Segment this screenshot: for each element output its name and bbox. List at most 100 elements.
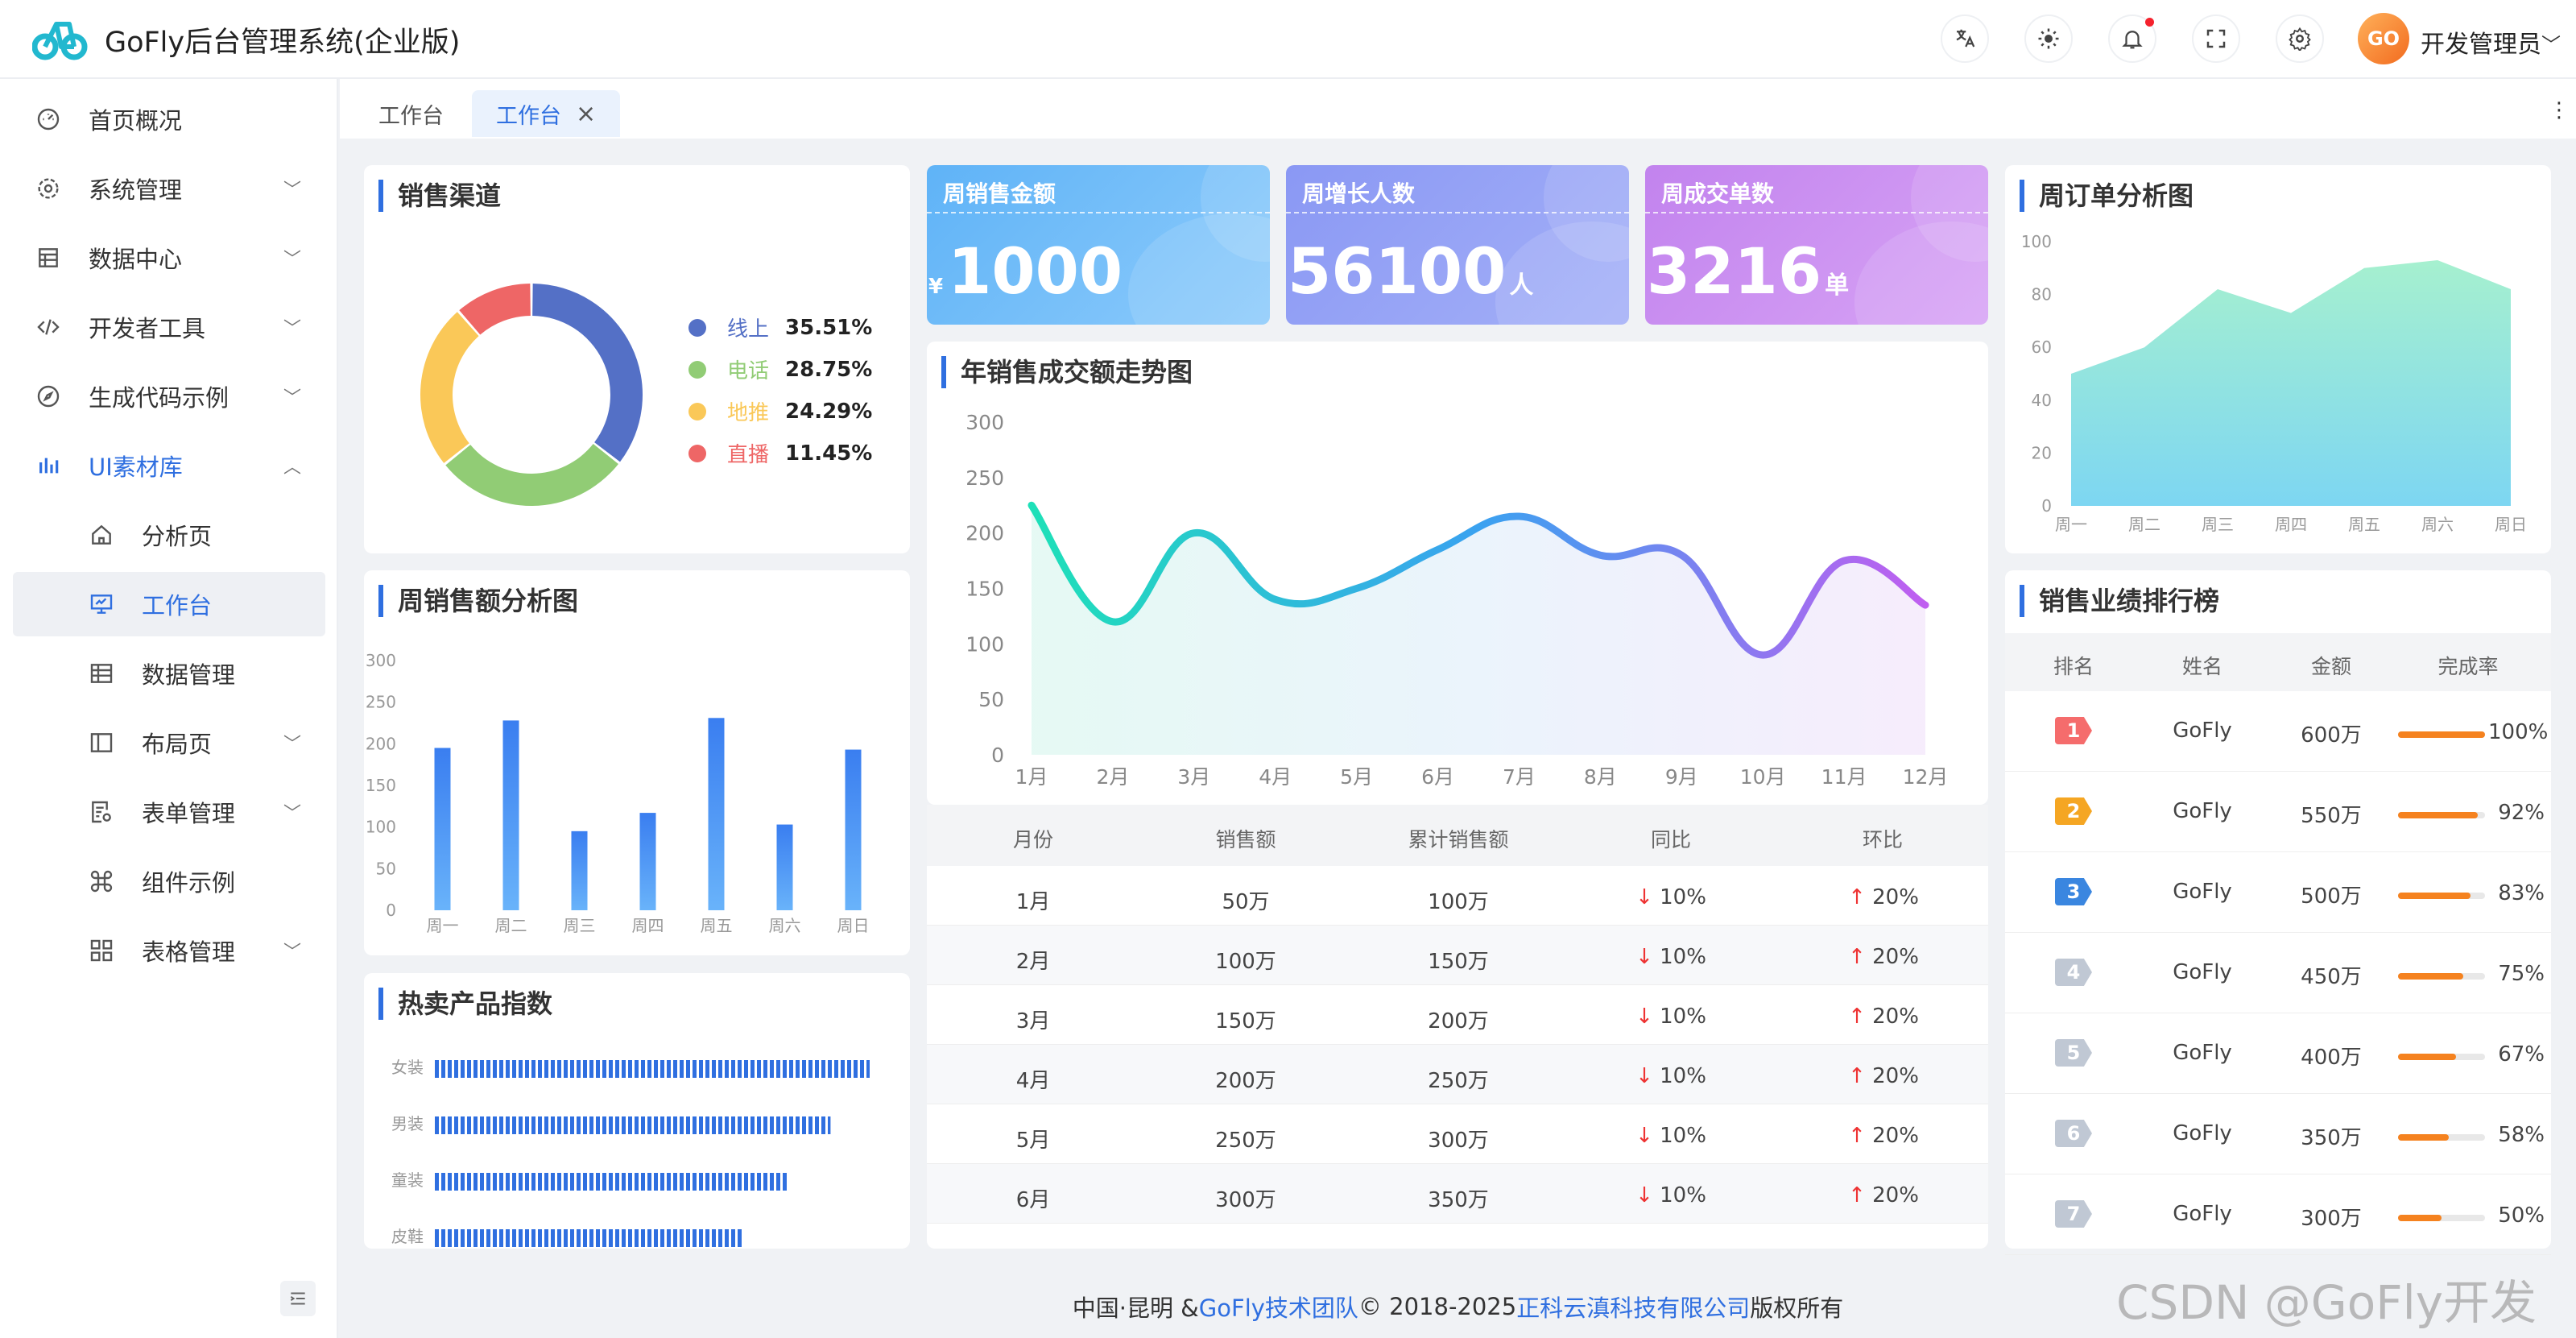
column-header[interactable]: 累计销售额 — [1408, 828, 1509, 851]
sidebar-item-components[interactable]: 组件示例 — [13, 849, 325, 913]
table-cell: 6月 — [927, 1183, 1139, 1213]
table-row[interactable]: 4 GoFly 450万 75% — [2005, 933, 2551, 1013]
legend-value: 24.29% — [785, 399, 873, 424]
table-row[interactable]: 2月 100万 150万 ↓ 10% ↑ 20% — [927, 926, 1988, 985]
tab-workbench-1[interactable]: 工作台 — [354, 90, 468, 137]
table-cell: 600万 — [2301, 723, 2362, 748]
stat-card-weekly-orders[interactable]: 周成交单数 3216 单 — [1645, 165, 1988, 325]
column-header[interactable]: 姓名 — [2181, 655, 2222, 678]
sidebar-item-analysis[interactable]: 分析页 — [13, 503, 325, 567]
legend-item[interactable]: 地推 24.29% — [688, 396, 872, 426]
chevron-down-icon: ﹀ — [283, 180, 301, 201]
progress-fill — [2398, 812, 2479, 818]
table-row[interactable]: 4月 200万 250万 ↓ 10% ↑ 20% — [927, 1045, 1988, 1104]
bike-logo-icon[interactable] — [31, 16, 90, 61]
table-row[interactable]: 5 GoFly 400万 67% — [2005, 1013, 2551, 1094]
table-row[interactable]: 5月 250万 300万 ↓ 10% ↑ 20% — [927, 1104, 1988, 1164]
bar[interactable] — [845, 749, 862, 910]
trend-line[interactable] — [1028, 501, 1929, 659]
x-tick-label: 周三 — [564, 916, 596, 935]
progress-bar — [2398, 1215, 2485, 1221]
sidebar-item-label: UI素材库 — [89, 454, 183, 481]
translate-icon[interactable] — [1941, 14, 1989, 63]
stat-card-weekly-sales[interactable]: 周销售金额 ¥1000 — [927, 165, 1270, 325]
donut-slice[interactable] — [459, 284, 531, 335]
close-icon[interactable]: × — [576, 99, 597, 128]
sidebar-item-workbench[interactable]: 工作台 — [13, 572, 325, 636]
sidebar-item-home[interactable]: 首页概况 — [13, 87, 325, 151]
column-header[interactable]: 同比 — [1650, 828, 1691, 851]
product-bar[interactable] — [435, 1060, 870, 1078]
cell-value: 300万 — [1428, 1129, 1489, 1153]
sidebar-item-tables[interactable]: 表格管理 ﹀ — [13, 918, 325, 983]
table-row[interactable]: 6 GoFly 350万 58% — [2005, 1094, 2551, 1174]
donut-slice[interactable] — [532, 284, 643, 462]
bar[interactable] — [639, 813, 656, 910]
sun-icon[interactable] — [2024, 14, 2073, 63]
table-row[interactable]: 6月 300万 350万 ↓ 10% ↑ 20% — [927, 1164, 1988, 1224]
sidebar-item-dev-tools[interactable]: 开发者工具 ﹀ — [13, 295, 325, 359]
column-header[interactable]: 环比 — [1862, 828, 1903, 851]
table-cell: 350万 — [2301, 1126, 2362, 1150]
completion-rate: 58% — [2498, 1123, 2545, 1147]
menu-collapse-icon[interactable] — [280, 1281, 316, 1316]
sidebar-item-data-manage[interactable]: 数据管理 — [13, 641, 325, 706]
bar[interactable] — [434, 748, 451, 911]
orders-area[interactable] — [2071, 259, 2511, 506]
bell-icon[interactable] — [2108, 14, 2156, 63]
x-tick-label: 周日 — [837, 916, 870, 935]
product-bar[interactable] — [435, 1173, 788, 1191]
column-header[interactable]: 排名 — [2053, 655, 2094, 678]
table-row[interactable]: 1 GoFly 600万 100% — [2005, 691, 2551, 772]
code-icon — [32, 311, 64, 343]
table-cell: 400万 — [2301, 1046, 2362, 1070]
bar[interactable] — [776, 824, 793, 910]
column-header[interactable]: 月份 — [1012, 828, 1053, 851]
sidebar-item-data-center[interactable]: 数据中心 ﹀ — [13, 226, 325, 290]
bar[interactable] — [571, 831, 588, 910]
donut-slice[interactable] — [445, 444, 618, 506]
donut-slice[interactable] — [420, 312, 479, 463]
table-row[interactable]: 7 GoFly 300万 50% — [2005, 1174, 2551, 1255]
chevron-down-icon[interactable]: ﹀ — [2541, 34, 2561, 56]
legend-item[interactable]: 电话 28.75% — [688, 354, 872, 384]
more-vertical-icon[interactable]: ⋮ — [2549, 98, 2570, 122]
legend-item[interactable]: 直播 11.45% — [688, 438, 872, 468]
footer-link-company[interactable]: 正科云滇科技有限公司 — [1516, 1294, 1751, 1322]
bar[interactable] — [708, 718, 725, 910]
sidebar-item-system[interactable]: 系统管理 ﹀ — [13, 156, 325, 221]
sidebar-item-layout[interactable]: 布局页 ﹀ — [13, 710, 325, 775]
dashboard-icon — [32, 103, 64, 135]
arrow-down-icon: ↓ — [1635, 885, 1660, 909]
footer-text: © 2018-2025 — [1358, 1292, 1517, 1320]
table-cell: GoFly — [2173, 1121, 2232, 1145]
column-header[interactable]: 金额 — [2310, 655, 2351, 678]
avatar[interactable]: GO — [2358, 13, 2409, 64]
chevron-down-icon: ﹀ — [283, 942, 301, 963]
table-header — [2005, 633, 2551, 691]
sidebar: 首页概况 系统管理 ﹀ 数据中心 ﹀ 开发者工具 ﹀ 生成代码示例 ﹀ UI素材… — [0, 79, 338, 1338]
table-row[interactable]: 1月 50万 100万 ↓ 10% ↑ 20% — [927, 866, 1988, 926]
product-bar[interactable] — [435, 1229, 744, 1247]
stat-title: 周成交单数 — [1661, 180, 1775, 207]
sidebar-item-form[interactable]: 表单管理 ﹀ — [13, 780, 325, 844]
username[interactable]: 开发管理员 — [2421, 31, 2541, 59]
sidebar-item-codegen[interactable]: 生成代码示例 ﹀ — [13, 364, 325, 429]
product-bar[interactable] — [435, 1116, 831, 1134]
sidebar-item-ui-library[interactable]: UI素材库 ︿ — [13, 433, 325, 498]
legend-item[interactable]: 线上 35.51% — [688, 313, 872, 342]
column-header[interactable]: 销售额 — [1215, 828, 1276, 851]
tab-workbench-2[interactable]: 工作台 × — [472, 90, 621, 137]
stat-card-weekly-growth[interactable]: 周增长人数 56100 人 — [1286, 165, 1629, 325]
table-cell: 300万 — [2301, 1207, 2362, 1231]
table-row[interactable]: 2 GoFly 550万 92% — [2005, 772, 2551, 852]
table-row[interactable]: 3月 150万 200万 ↓ 10% ↑ 20% — [927, 985, 1988, 1045]
footer-link-team[interactable]: GoFly技术团队 — [1198, 1294, 1358, 1322]
table-row[interactable]: 3 GoFly 500万 83% — [2005, 852, 2551, 933]
column-header[interactable]: 完成率 — [2437, 655, 2499, 678]
gear-icon[interactable] — [2276, 14, 2324, 63]
fullscreen-icon[interactable] — [2192, 14, 2240, 63]
sidebar-item-label: 开发者工具 — [89, 315, 206, 342]
table-cell: GoFly — [2173, 719, 2232, 743]
bar[interactable] — [502, 720, 519, 910]
